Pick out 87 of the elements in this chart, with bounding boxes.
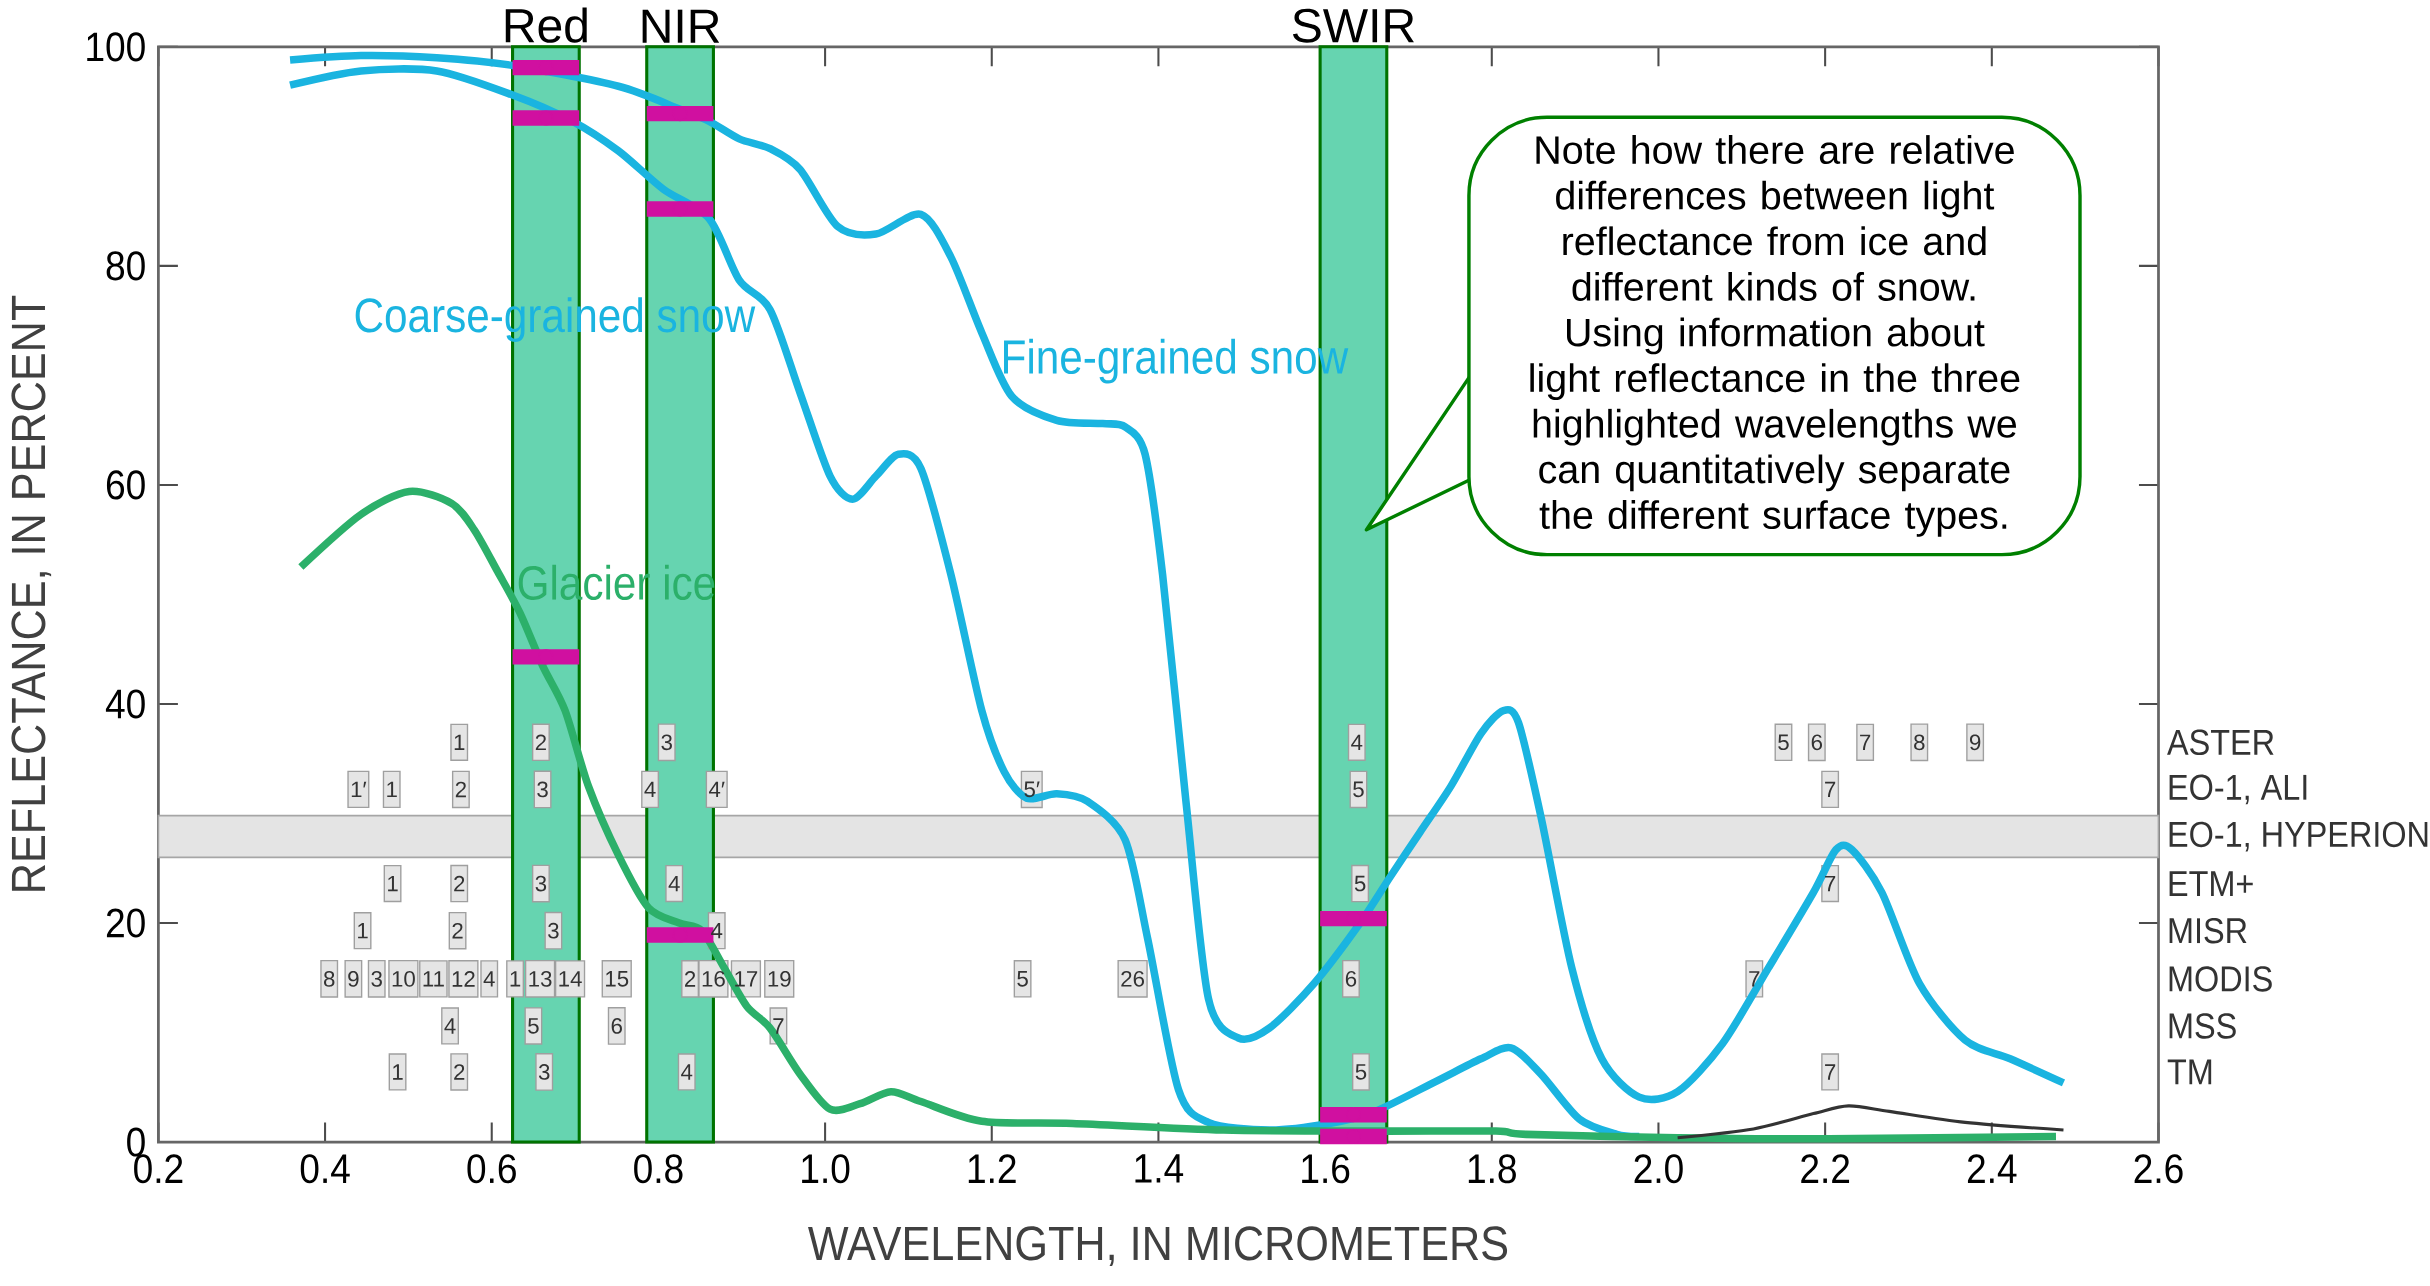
annotation: 1 xyxy=(387,781,397,798)
annotation: 4 xyxy=(681,1064,693,1080)
annotation: 5 xyxy=(528,1018,539,1034)
text: ETM+ xyxy=(2169,871,2253,897)
annotation: 11 xyxy=(423,971,444,987)
annotation: 3 xyxy=(535,875,547,892)
annotation: 2 xyxy=(455,781,466,798)
x-tick-label: 0.6 xyxy=(467,1154,516,1184)
x-tick-label: 0.8 xyxy=(634,1154,683,1184)
annotation: 4′ xyxy=(708,781,725,798)
y-tick-label: 100 xyxy=(87,32,145,62)
annotation: 3 xyxy=(537,781,548,798)
annotation: 5 xyxy=(1353,781,1364,798)
annotation: 26 xyxy=(1121,971,1144,987)
annotation: 1 xyxy=(510,971,521,987)
annotation: 8 xyxy=(1914,734,1925,751)
text: MSS xyxy=(2169,1013,2236,1039)
annotation: 3 xyxy=(548,923,559,939)
annotation: 14 xyxy=(559,971,582,987)
text: MODIS xyxy=(2169,966,2272,992)
annotation: 9 xyxy=(348,971,359,987)
annotation: 7 xyxy=(773,1018,784,1034)
annotation: 2 xyxy=(535,734,546,751)
annotation: 5′ xyxy=(1024,781,1040,798)
text: TM xyxy=(2167,1059,2212,1085)
text: MISR xyxy=(2169,918,2247,944)
annotation: 7 xyxy=(1825,781,1836,798)
annotation: 19 xyxy=(768,971,791,987)
annotation: 4 xyxy=(1351,734,1363,751)
annotation: 6 xyxy=(1345,971,1357,987)
annotation: 15 xyxy=(606,971,629,987)
annotation: 3 xyxy=(661,734,672,751)
annotation: 1 xyxy=(393,1064,403,1080)
band-label: SWIR xyxy=(1292,8,1414,43)
annotation: 5 xyxy=(1354,876,1366,892)
band-label: Red xyxy=(505,7,587,43)
annotation: 2 xyxy=(454,876,465,892)
annotation: 4 xyxy=(483,971,495,987)
annotation: 10 xyxy=(392,971,415,987)
text: EO-1, ALI xyxy=(2169,774,2307,805)
y-tick-label: 60 xyxy=(106,470,145,500)
x-tick-label: 1.2 xyxy=(968,1154,1016,1184)
annotation: 6 xyxy=(611,1018,622,1035)
y-tick-label: 20 xyxy=(106,908,145,938)
text: EO-1, HYPERION xyxy=(2169,821,2428,852)
annotation: 1 xyxy=(358,923,368,939)
annotation: 2 xyxy=(685,971,696,987)
annotation: 1 xyxy=(454,734,465,751)
text: ASTER xyxy=(2167,729,2274,756)
annotation: 4 xyxy=(444,1018,456,1034)
x-tick-label: 2.0 xyxy=(1634,1154,1683,1184)
annotation: 1′ xyxy=(351,781,367,798)
x-tick-label: 1.6 xyxy=(1302,1154,1350,1184)
text: Note how there are relative differences between light reflectance from ice and different kinds of snow. Using information about light reflectance in the three highlighted wavelengths we can quantitatively separate the different surface types. xyxy=(1530,135,2020,538)
annotation: 9 xyxy=(1969,734,1981,751)
x-tick-label: 1.0 xyxy=(802,1154,850,1184)
annotation: 6 xyxy=(1811,734,1823,751)
annotation: 8 xyxy=(323,971,335,987)
annotation: 7 xyxy=(1825,1064,1836,1080)
annotation: 2 xyxy=(452,923,463,939)
annotation: 5 xyxy=(1017,971,1028,987)
annotation: 3 xyxy=(371,971,382,987)
x-tick-label: 2.2 xyxy=(1801,1154,1850,1184)
annotation: 13 xyxy=(529,971,552,987)
y-axis-title: REFLECTANCE, IN PERCENT xyxy=(11,295,52,891)
x-tick-label: 1.4 xyxy=(1135,1154,1184,1183)
y-tick-label: 80 xyxy=(106,251,145,281)
annotation: 5 xyxy=(1355,1064,1367,1080)
annotation: 16 xyxy=(702,971,725,987)
x-tick-label: 2.4 xyxy=(1967,1154,2017,1184)
annotation: 7 xyxy=(1860,734,1871,751)
annotation: 4 xyxy=(668,876,680,892)
x-tick-label: 1.8 xyxy=(1468,1154,1516,1184)
x-tick-label: 2.6 xyxy=(2134,1154,2183,1184)
annotation: 1 xyxy=(388,876,398,892)
annotation: 12 xyxy=(452,971,475,987)
line-series xyxy=(1676,1104,2066,1140)
x-axis-title: WAVELENGTH, IN MICROMETERS xyxy=(808,1226,1508,1267)
annotation: 7 xyxy=(1825,876,1836,892)
annotation: 2 xyxy=(454,1064,465,1080)
band-label: NIR xyxy=(642,9,720,43)
annotation: 4 xyxy=(644,781,656,798)
x-tick-label: 0.4 xyxy=(300,1154,350,1184)
annotation: 17 xyxy=(735,971,758,987)
annotation: 5 xyxy=(1778,734,1789,751)
y-tick-label: 40 xyxy=(105,689,145,719)
annotation: 3 xyxy=(538,1064,550,1081)
